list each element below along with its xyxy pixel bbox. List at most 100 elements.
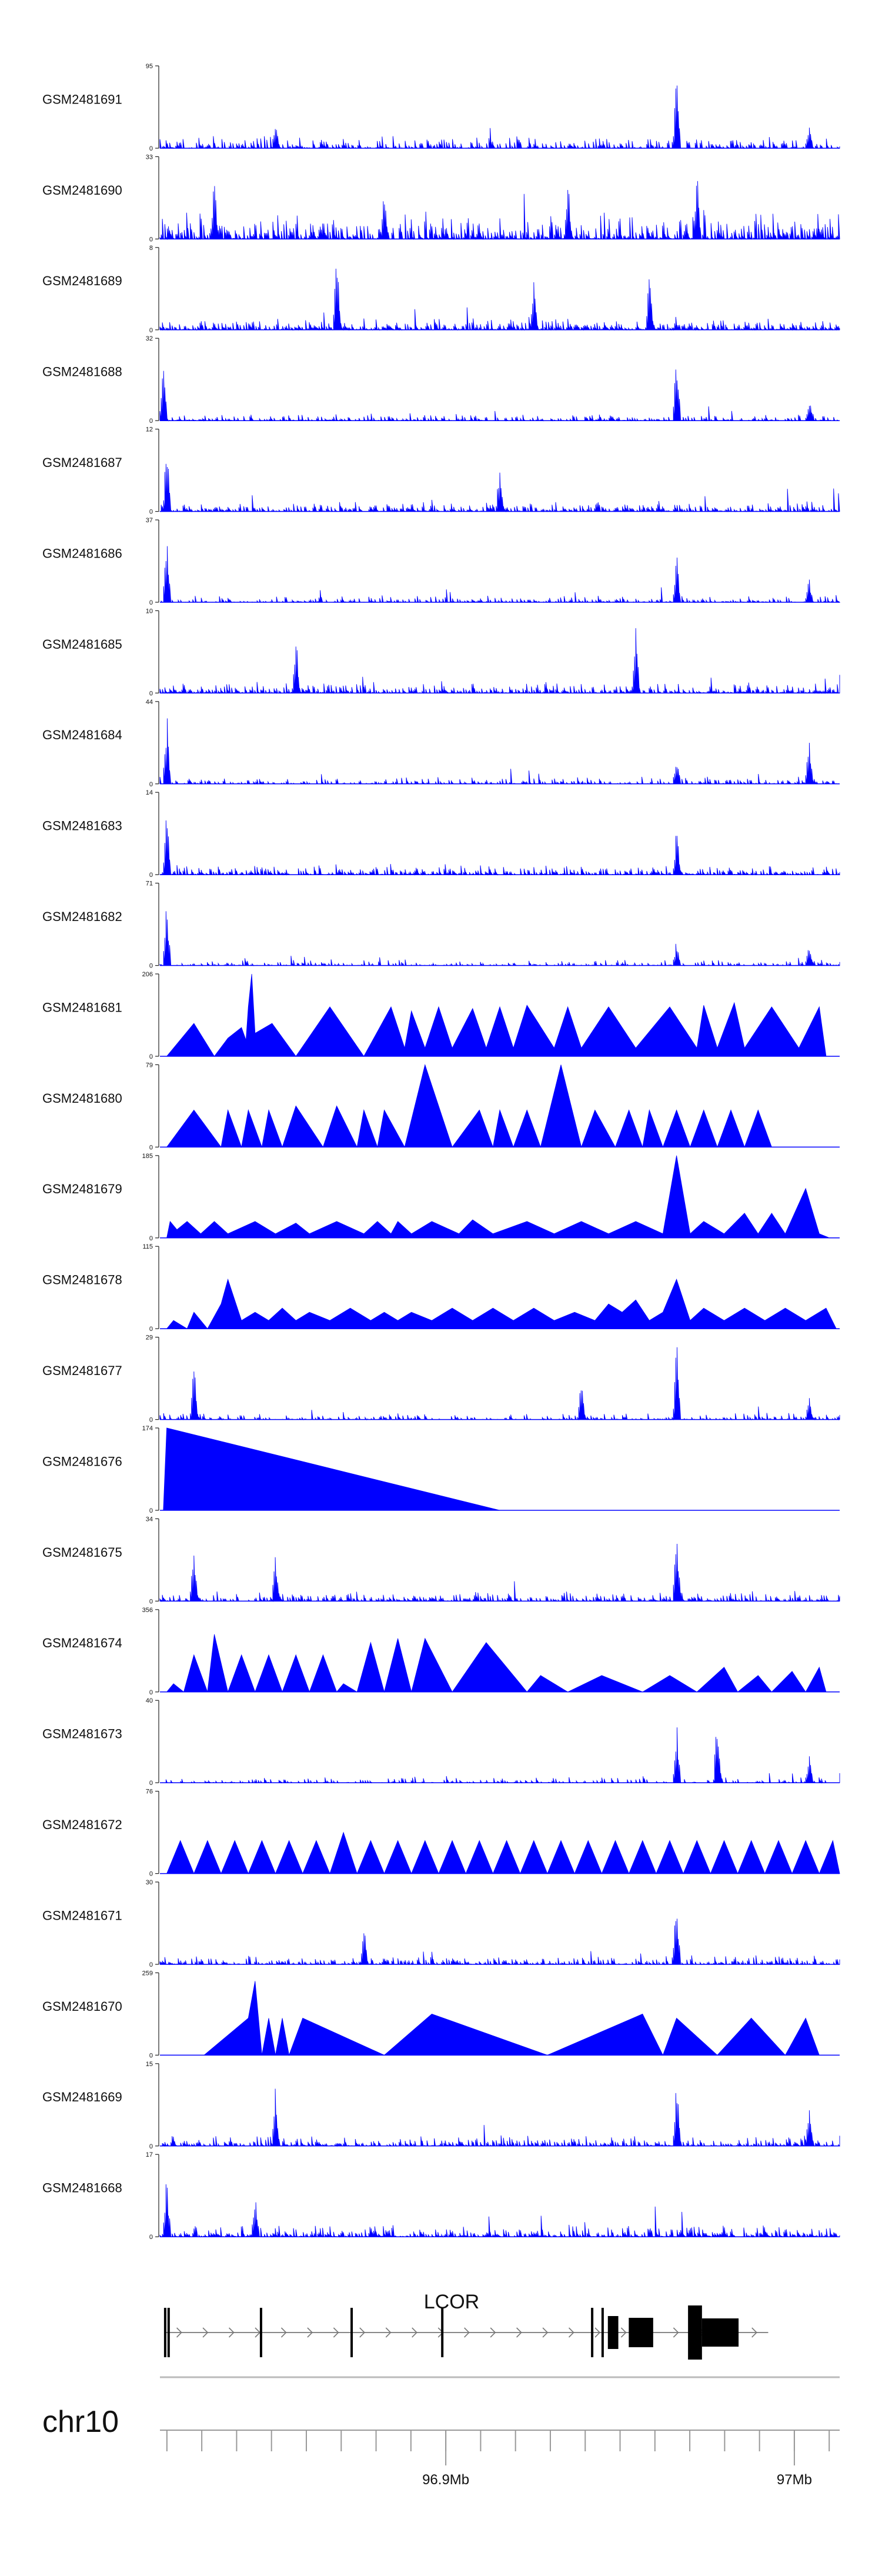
track-label: GSM2481689: [42, 273, 122, 288]
strand-arrow: [568, 2327, 574, 2338]
strand-arrow: [280, 2327, 287, 2338]
x-tick-label: 96.9Mb: [422, 2472, 469, 2488]
track-GSM2481671: GSM2481671 30 0: [42, 1879, 840, 1968]
strand-arrow: [307, 2327, 313, 2338]
track-label: GSM2481674: [42, 1636, 122, 1650]
y-max-label: 14: [146, 789, 153, 796]
y-min-label: 0: [149, 1417, 153, 1424]
y-min-label: 0: [149, 1507, 153, 1514]
y-min-label: 0: [149, 2052, 153, 2059]
y-max-label: 259: [142, 1970, 153, 1977]
y-max-label: 8: [149, 245, 153, 252]
strand-arrow: [385, 2327, 392, 2338]
gene-exon: [601, 2308, 604, 2357]
y-min-label: 0: [149, 963, 153, 970]
signal-tracks: GSM2481691950GSM2481690330GSM248168980GS…: [42, 63, 841, 2241]
track-label: GSM2481685: [42, 637, 122, 652]
track-GSM2481670: GSM2481670 259 0: [42, 1970, 840, 2059]
signal-area: [166, 1634, 827, 1693]
y-max-label: 34: [146, 1516, 153, 1523]
y-max-label: 17: [146, 2151, 153, 2158]
y-min-label: 0: [149, 1235, 153, 1242]
strand-arrow: [516, 2327, 522, 2338]
track-label: GSM2481670: [42, 1999, 122, 2014]
signal-area: [160, 546, 841, 603]
strand-arrow: [359, 2327, 365, 2338]
gene-exon: [688, 2305, 702, 2360]
gene-exon: [607, 2316, 619, 2349]
track-label: GSM2481690: [42, 183, 122, 198]
y-min-label: 0: [149, 1780, 153, 1787]
y-min-label: 0: [149, 599, 153, 606]
signal-area: [159, 628, 840, 695]
track-GSM2481681: GSM2481681 206 0: [42, 971, 840, 1060]
strand-arrow: [673, 2327, 679, 2338]
signal-area: [159, 369, 840, 422]
y-min-label: 0: [149, 1689, 153, 1696]
y-min-label: 0: [149, 327, 153, 334]
signal-area: [166, 1155, 830, 1239]
y-min-label: 0: [149, 418, 153, 425]
track-GSM2481678: GSM2481678 115 0: [42, 1243, 840, 1333]
y-max-label: 206: [142, 971, 153, 978]
y-min-label: 0: [149, 145, 153, 152]
gene-exon: [441, 2308, 444, 2357]
y-max-label: 71: [146, 880, 153, 887]
y-max-label: 185: [142, 1153, 153, 1160]
track-label: GSM2481687: [42, 455, 122, 470]
track-GSM2481677: GSM2481677 29 0: [42, 1334, 840, 1424]
y-min-label: 0: [149, 1144, 153, 1151]
signal-area: [159, 1543, 840, 1603]
y-max-label: 44: [146, 699, 153, 706]
y-max-label: 10: [146, 608, 153, 615]
strand-arrow: [228, 2327, 235, 2338]
strand-arrow: [202, 2327, 209, 2338]
y-max-label: 29: [146, 1334, 153, 1342]
y-max-label: 79: [146, 1062, 153, 1069]
genome-axis-track: chr10 96.9Mb 97Mb: [42, 2376, 840, 2488]
track-GSM2481688: GSM2481688 32 0: [42, 335, 840, 425]
track-GSM2481685: GSM2481685 10 0: [42, 608, 840, 697]
y-min-label: 0: [149, 236, 153, 243]
strand-arrow: [176, 2327, 182, 2338]
y-max-label: 95: [146, 63, 153, 70]
y-min-label: 0: [149, 2143, 153, 2150]
strand-arrow: [490, 2327, 496, 2338]
track-label: GSM2481683: [42, 819, 122, 833]
track-label: GSM2481669: [42, 2090, 122, 2104]
signal-area: [159, 718, 840, 785]
track-label: GSM2481673: [42, 1727, 122, 1741]
signal-area: [159, 463, 840, 513]
signal-area: [159, 911, 840, 967]
y-min-label: 0: [149, 1961, 153, 1968]
track-label: GSM2481680: [42, 1091, 122, 1106]
signal-area: [166, 973, 827, 1057]
signal-area: [159, 181, 840, 241]
gene-exon: [167, 2308, 170, 2357]
y-min-label: 0: [149, 1326, 153, 1333]
y-max-label: 32: [146, 335, 153, 342]
track-GSM2481689: GSM2481689 8 0: [42, 245, 840, 334]
track-GSM2481673: GSM2481673 40 0: [42, 1697, 840, 1787]
y-min-label: 0: [149, 1053, 153, 1060]
track-GSM2481684: GSM2481684 44 0: [42, 699, 840, 788]
y-min-label: 0: [149, 509, 153, 516]
track-label: GSM2481679: [42, 1182, 122, 1196]
gene-exon: [163, 2308, 166, 2357]
gene-model-track: LCOR: [163, 2291, 769, 2360]
track-label: GSM2481668: [42, 2181, 122, 2195]
y-min-label: 0: [149, 2234, 153, 2241]
signal-area: [159, 268, 840, 331]
track-label: GSM2481676: [42, 1454, 122, 1469]
gene-exon: [259, 2308, 262, 2357]
chromosome-label: chr10: [42, 2405, 119, 2439]
y-min-label: 0: [149, 872, 153, 879]
track-GSM2481674: GSM2481674 356 0: [42, 1607, 840, 1696]
strand-arrow: [333, 2327, 339, 2338]
track-GSM2481687: GSM2481687 12 0: [42, 426, 840, 516]
y-max-label: 356: [142, 1607, 153, 1614]
track-label: GSM2481686: [42, 546, 122, 560]
track-label: GSM2481677: [42, 1363, 122, 1378]
track-GSM2481686: GSM2481686 37 0: [42, 517, 841, 606]
track-GSM2481682: GSM2481682 71 0: [42, 880, 840, 970]
